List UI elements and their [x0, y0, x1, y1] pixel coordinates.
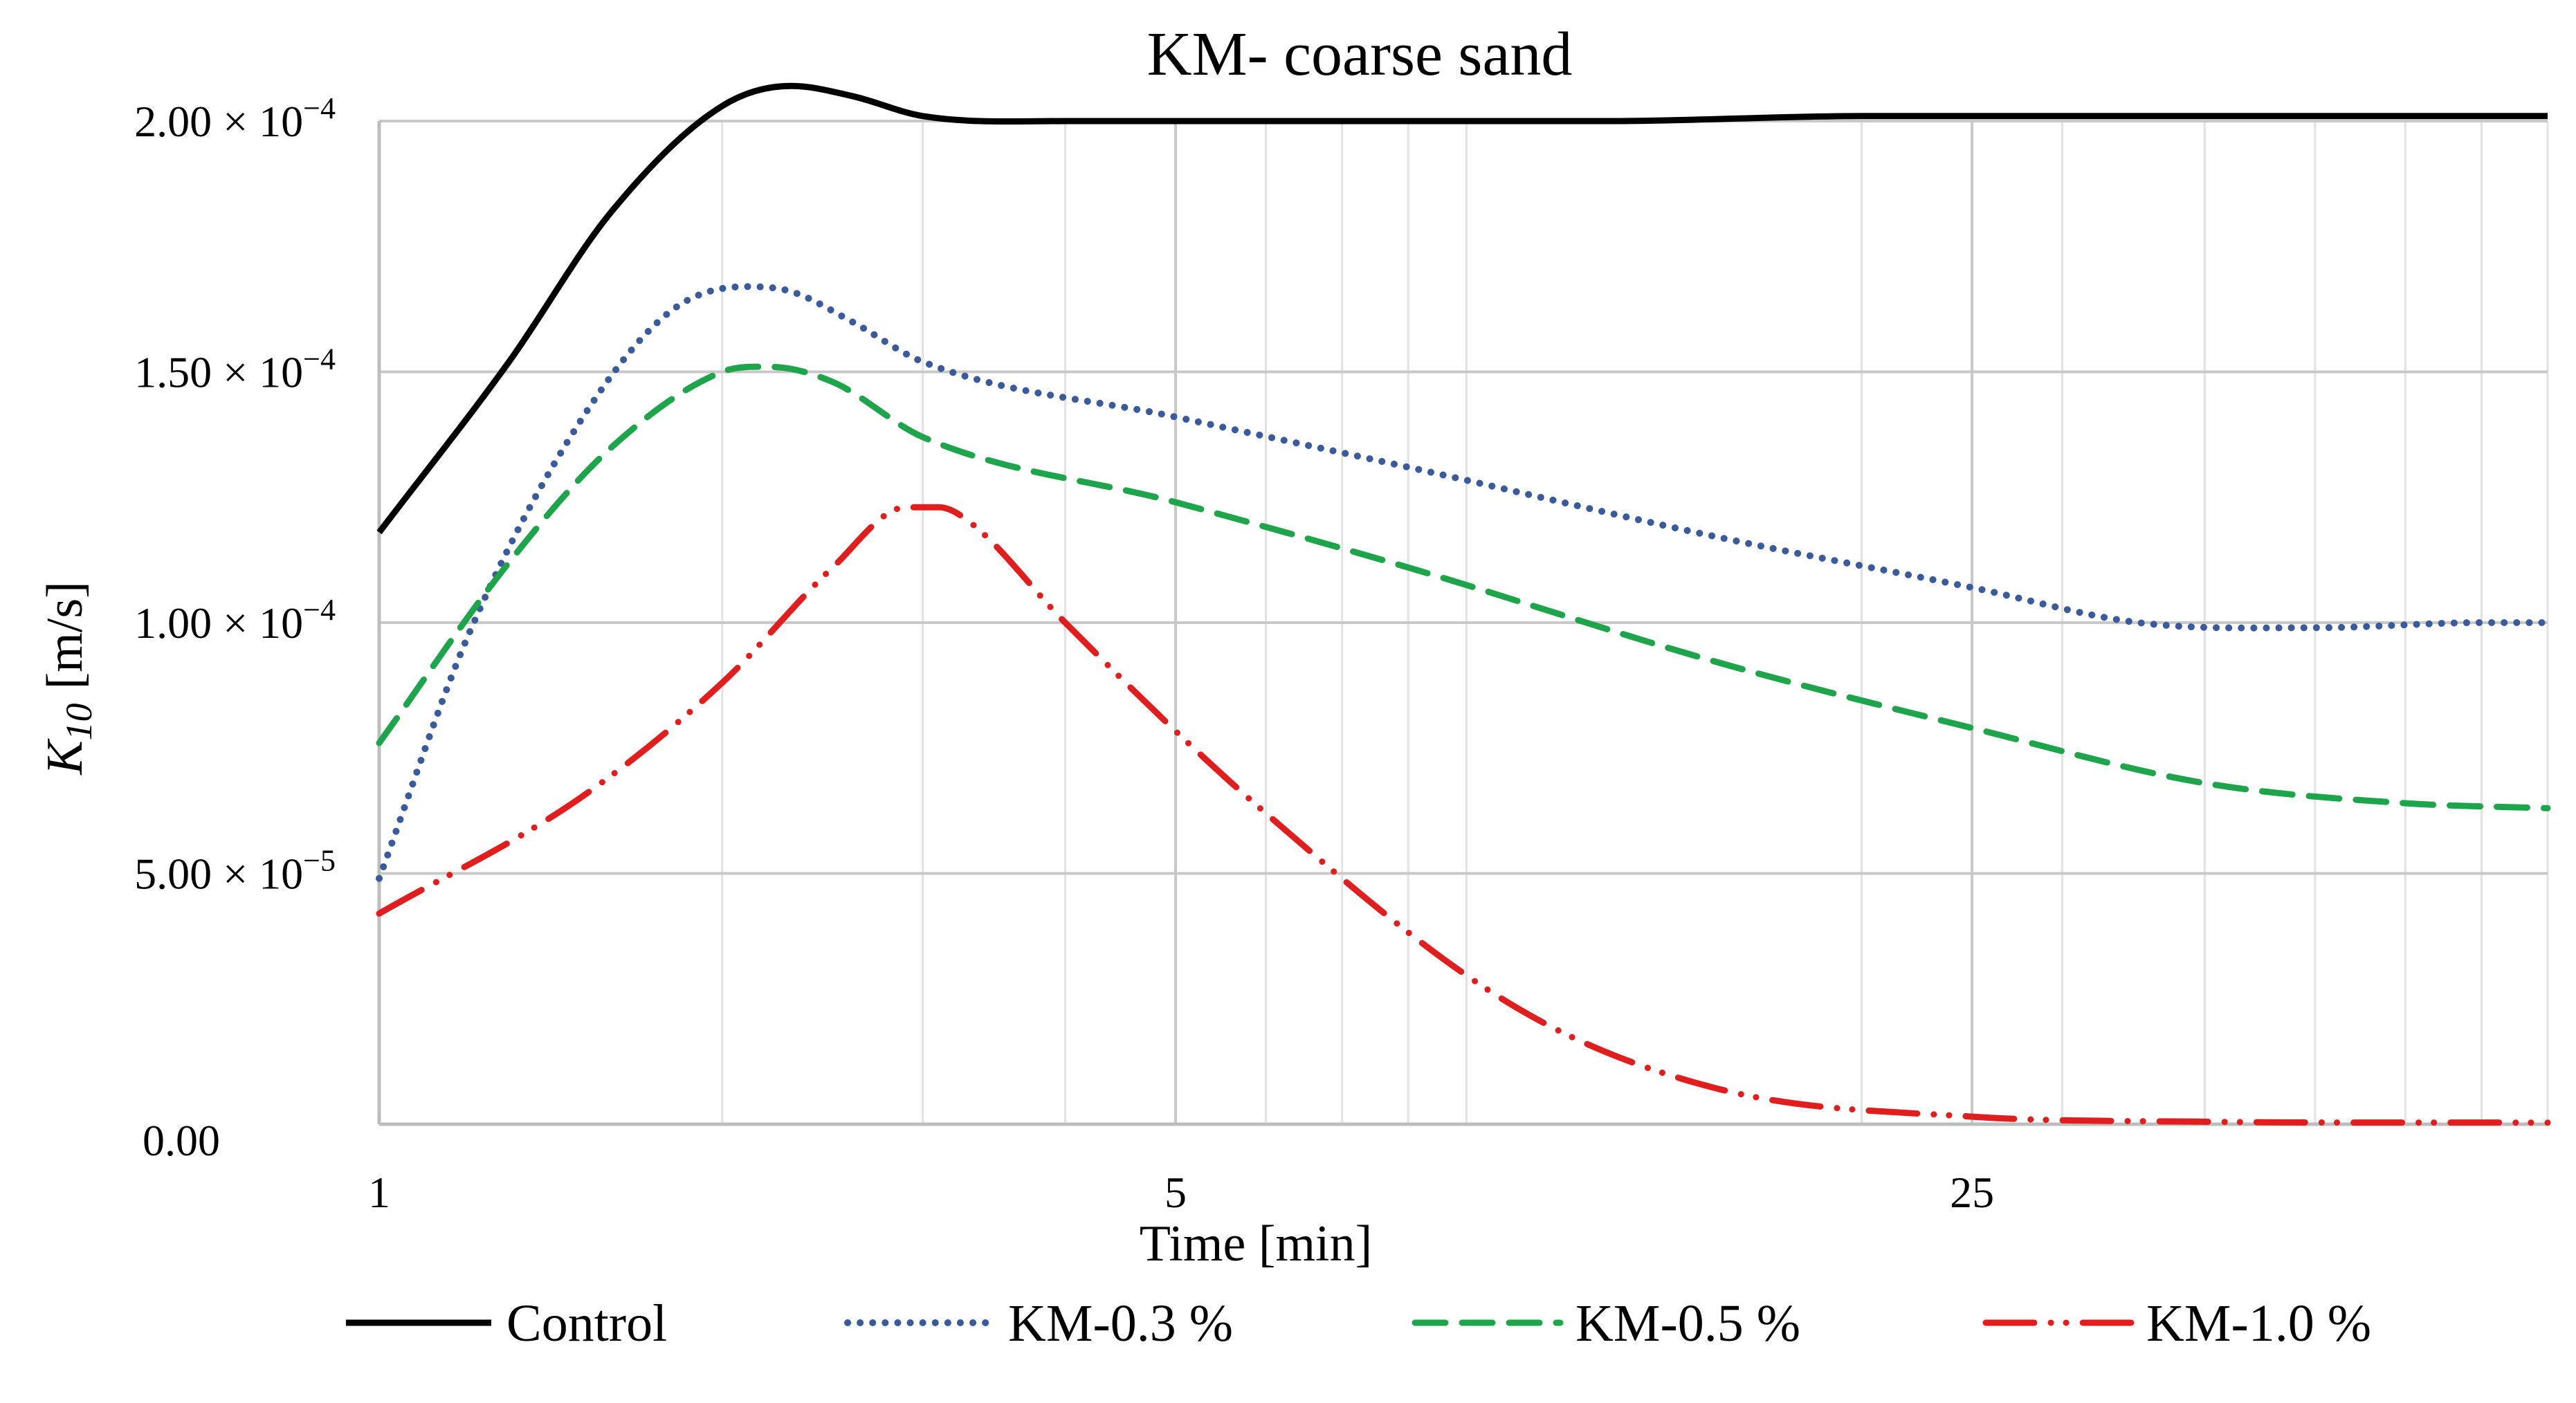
- series-line-control: [376, 82, 2548, 535]
- x-tick-label: 25: [1950, 1168, 1994, 1217]
- x-axis-ticks: 1 5 25: [368, 1168, 1994, 1217]
- legend-label: Control: [506, 1294, 667, 1352]
- legend: Control KM-0.3 % KM-0.5 % KM-1.0 %: [346, 1294, 2371, 1352]
- y-tick-label: 2.00 × 10−4: [134, 91, 336, 146]
- y-tick-label: 5.00 × 10−5: [134, 844, 336, 899]
- x-axis-label: Time [min]: [1140, 1216, 1372, 1272]
- series-line-km-0-3: [376, 283, 2551, 882]
- y-axis-label-sub: 10: [58, 703, 100, 740]
- x-tick-label: 5: [1164, 1168, 1187, 1217]
- y-axis-label-unit: [m/s]: [37, 581, 93, 689]
- y-tick-label: 0.00: [143, 1116, 220, 1165]
- series-group: [376, 82, 2551, 1126]
- x-tick-label: 1: [368, 1168, 390, 1217]
- y-tick-label: 1.50 × 10−4: [134, 342, 336, 397]
- series-line-km-1-0: [376, 504, 2551, 1126]
- chart-title: KM- coarse sand: [1147, 20, 1573, 89]
- legend-label: KM-1.0 %: [2146, 1294, 2371, 1352]
- legend-label: KM-0.3 %: [1008, 1294, 1233, 1352]
- y-axis-label-main: K: [37, 738, 93, 776]
- y-axis-ticks: 0.00 5.00 × 10−5 1.00 × 10−4 1.50 × 10−4 2.0…: [134, 91, 336, 1165]
- y-tick-label: 1.00 × 10−4: [134, 593, 336, 648]
- series-line-km-0-5: [376, 363, 2551, 811]
- y-axis-label: K10 [m/s]: [37, 581, 100, 776]
- legend-label: KM-0.5 %: [1575, 1294, 1800, 1352]
